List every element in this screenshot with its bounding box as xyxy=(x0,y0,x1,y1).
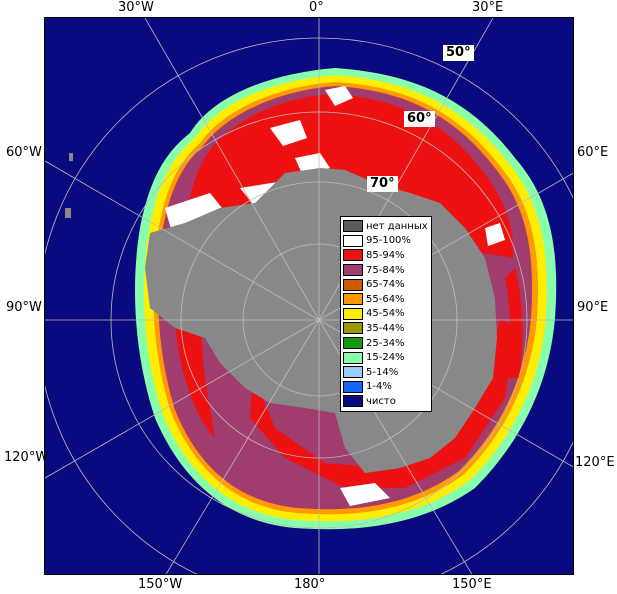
lon-label-30w: 30°W xyxy=(118,0,154,15)
legend-item: 65-74% xyxy=(343,277,429,292)
lat-label-70: 70° xyxy=(367,176,398,192)
legend-swatch xyxy=(343,322,363,335)
legend-label: 85-94% xyxy=(366,249,405,261)
legend-item: 15-24% xyxy=(343,350,429,365)
lat-label-50: 50° xyxy=(443,45,474,61)
legend-swatch xyxy=(343,293,363,306)
legend-item: 1-4% xyxy=(343,380,429,395)
lon-label-150w: 150°W xyxy=(138,577,183,592)
legend-label: 75-84% xyxy=(366,264,405,276)
legend-swatch xyxy=(343,249,363,262)
legend-swatch xyxy=(343,395,363,408)
legend-label: 95-100% xyxy=(366,235,411,247)
legend-item: чисто xyxy=(343,394,429,409)
legend-label: 55-64% xyxy=(366,293,405,305)
lon-label-120e: 120°E xyxy=(575,455,615,470)
ice-map xyxy=(45,18,573,574)
legend-item: 55-64% xyxy=(343,292,429,307)
lon-label-180: 180° xyxy=(294,577,326,592)
legend-label: 25-34% xyxy=(366,337,405,349)
legend-swatch xyxy=(343,351,363,364)
legend-label: чисто xyxy=(366,395,396,407)
legend-item: 25-34% xyxy=(343,336,429,351)
legend-swatch xyxy=(343,380,363,393)
legend-item: 45-54% xyxy=(343,307,429,322)
legend: нет данных 95-100% 85-94% 75-84% 65-74% 55-64… xyxy=(340,216,432,412)
legend-swatch xyxy=(343,264,363,277)
legend-swatch xyxy=(343,337,363,350)
legend-item: 5-14% xyxy=(343,365,429,380)
legend-swatch xyxy=(343,307,363,320)
map-frame xyxy=(44,17,574,575)
legend-label: 65-74% xyxy=(366,279,405,291)
legend-item: нет данных xyxy=(343,219,429,234)
lon-label-0: 0° xyxy=(309,0,324,15)
lon-label-90e: 90°E xyxy=(577,300,609,315)
lon-label-60w: 60°W xyxy=(6,145,42,160)
lon-label-150e: 150°E xyxy=(452,577,492,592)
legend-swatch xyxy=(343,220,363,233)
legend-swatch xyxy=(343,234,363,247)
legend-item: 95-100% xyxy=(343,234,429,249)
legend-label: 15-24% xyxy=(366,352,405,364)
lon-label-120w: 120°W xyxy=(4,450,49,465)
lon-label-90w: 90°W xyxy=(6,300,42,315)
legend-label: 1-4% xyxy=(366,381,392,393)
legend-label: 35-44% xyxy=(366,322,405,334)
legend-item: 85-94% xyxy=(343,248,429,263)
legend-item: 35-44% xyxy=(343,321,429,336)
lon-label-60e: 60°E xyxy=(577,145,609,160)
legend-item: 75-84% xyxy=(343,263,429,278)
lon-label-30e: 30°E xyxy=(472,0,504,15)
legend-swatch xyxy=(343,366,363,379)
legend-label: нет данных xyxy=(366,220,428,232)
legend-label: 45-54% xyxy=(366,308,405,320)
lat-label-60: 60° xyxy=(404,111,435,127)
legend-swatch xyxy=(343,278,363,291)
legend-label: 5-14% xyxy=(366,366,399,378)
